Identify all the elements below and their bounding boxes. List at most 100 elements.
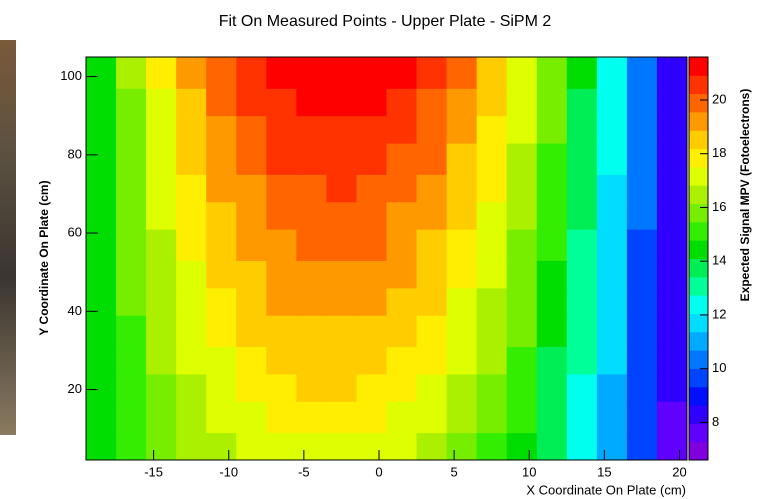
- heatmap-cell: [446, 115, 478, 144]
- heatmap-cell: [236, 201, 267, 230]
- heatmap-cell: [626, 201, 658, 230]
- y-tick-label: 100: [60, 68, 82, 83]
- z-tick-label: 14: [712, 253, 726, 268]
- heatmap-cell: [446, 88, 478, 117]
- heatmap-cell: [206, 346, 237, 375]
- heatmap-cell: [656, 315, 688, 348]
- heatmap-cell: [536, 432, 568, 461]
- heatmap-cell: [476, 201, 508, 230]
- heatmap-cell: [326, 287, 357, 316]
- colorbar-step: [689, 185, 708, 205]
- heatmap-cell: [626, 88, 658, 117]
- heatmap-cell: [356, 260, 387, 289]
- heatmap-cell: [656, 229, 688, 261]
- heatmap-cell: [386, 315, 418, 348]
- heatmap-cell: [476, 143, 508, 175]
- z-tick-label: 18: [712, 145, 726, 160]
- heatmap-cell: [506, 201, 538, 230]
- heatmap-cell: [236, 346, 267, 375]
- heatmap-cell: [176, 88, 207, 117]
- z-tick-label: 20: [712, 91, 726, 106]
- heatmap-cell: [566, 174, 598, 203]
- heatmap-cell: [506, 143, 538, 175]
- heatmap-cell: [296, 88, 327, 117]
- heatmap-cell: [626, 401, 658, 434]
- heatmap-cell: [176, 57, 207, 89]
- heatmap-cell: [236, 315, 267, 348]
- x-tick-label: 0: [375, 464, 382, 479]
- heatmap-cell: [446, 346, 478, 375]
- heatmap-cell: [416, 88, 448, 117]
- heatmap-cell: [176, 143, 207, 175]
- heatmap-cell: [416, 315, 448, 348]
- heatmap-cell: [86, 346, 117, 375]
- colorbar-step: [689, 423, 708, 443]
- heatmap-cell: [296, 201, 327, 230]
- heatmap-cell: [206, 260, 237, 289]
- heatmap-cell: [596, 401, 628, 434]
- heatmap-cell: [356, 115, 387, 144]
- x-tick-label: 15: [597, 464, 611, 479]
- heatmap-cell: [356, 346, 387, 375]
- heatmap-cell: [386, 401, 418, 434]
- heatmap-cell: [326, 115, 357, 144]
- heatmap-cell: [566, 260, 598, 289]
- heatmap-cell: [206, 88, 237, 117]
- heatmap-cell: [626, 432, 658, 461]
- heatmap-cell: [566, 57, 598, 89]
- heatmap-cell: [176, 346, 207, 375]
- heatmap-cell: [146, 57, 177, 89]
- heatmap-cell: [446, 401, 478, 434]
- heatmap-cell: [506, 287, 538, 316]
- heatmap-cell: [236, 229, 267, 261]
- colorbar-frame: [688, 56, 709, 461]
- heatmap-cell: [506, 373, 538, 402]
- heatmap-cell: [86, 315, 117, 348]
- heatmap-cell: [626, 287, 658, 316]
- colorbar-step: [689, 148, 708, 168]
- heatmap-cell: [266, 287, 297, 316]
- heatmap-cell: [656, 432, 688, 461]
- heatmap-cell: [416, 174, 448, 203]
- heatmap-cell: [176, 432, 207, 461]
- heatmap-cell: [626, 315, 658, 348]
- heatmap-cell: [146, 315, 177, 348]
- heatmap-cell: [446, 287, 478, 316]
- heatmap-cell: [656, 174, 688, 203]
- heatmap-cell: [596, 88, 628, 117]
- heatmap-cell: [266, 373, 297, 402]
- heatmap-cell: [86, 57, 117, 89]
- heatmap-cell: [416, 143, 448, 175]
- heatmap-cell: [236, 143, 267, 175]
- heatmap-cell: [266, 201, 297, 230]
- heatmap-cell: [206, 401, 237, 434]
- heatmap-cell: [416, 346, 448, 375]
- heatmap-cell: [326, 201, 357, 230]
- heatmap-cell: [116, 115, 147, 144]
- heatmap-cell: [386, 432, 418, 461]
- heatmap-cell: [626, 229, 658, 261]
- heatmap-cell: [146, 201, 177, 230]
- heatmap-cell: [416, 373, 448, 402]
- heatmap-cell: [446, 229, 478, 261]
- x-tick-label: 10: [522, 464, 536, 479]
- y-tick-label: 60: [68, 225, 82, 240]
- heatmap-cell: [236, 57, 267, 89]
- colorbar-step: [689, 295, 708, 314]
- heatmap-cell: [506, 115, 538, 144]
- heatmap-cell: [596, 201, 628, 230]
- heatmap-cell: [146, 143, 177, 175]
- heatmap-cell: [536, 401, 568, 434]
- heatmap-cell: [506, 174, 538, 203]
- colorbar-step: [689, 93, 708, 113]
- heatmap-cell: [446, 57, 478, 89]
- heatmap-cell: [266, 88, 297, 117]
- heatmap-cell: [536, 174, 568, 203]
- heatmap-cell: [506, 229, 538, 261]
- heatmap-cell: [116, 229, 147, 261]
- heatmap-cell: [566, 115, 598, 144]
- heatmap-cell: [206, 373, 237, 402]
- heatmap-cell: [566, 401, 598, 434]
- heatmap-cell: [176, 260, 207, 289]
